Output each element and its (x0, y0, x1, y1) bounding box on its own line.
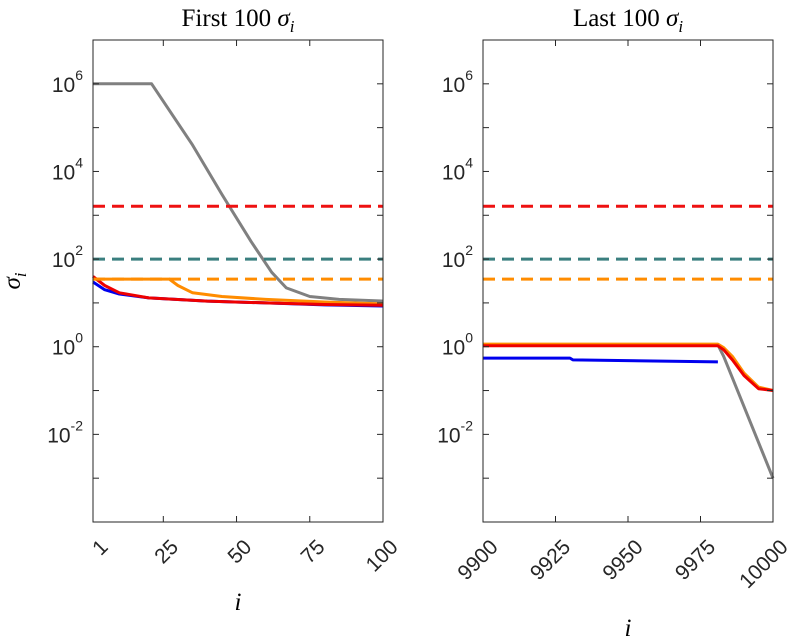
y-tick-label: 104 (442, 154, 473, 184)
y-tick-label: 100 (52, 330, 83, 360)
series-gray (93, 82, 384, 303)
series-red (483, 344, 774, 392)
series-group (92, 82, 384, 308)
chart-title: First 100 σi (182, 5, 295, 36)
y-tick-label: 10-2 (47, 417, 83, 447)
series-blue (483, 356, 718, 364)
series-red (92, 275, 384, 307)
chart-title: Last 100 σi (573, 5, 683, 36)
y-tick-label: 100 (442, 330, 473, 360)
y-tick-label: 102 (442, 242, 473, 272)
y-tick-label: 106 (442, 67, 473, 97)
y-axis-label: σi (0, 272, 30, 289)
axes-box (92, 39, 384, 523)
y-tick-label: 10-2 (437, 417, 473, 447)
x-axis-label: i (235, 589, 242, 616)
y-tick-label: 102 (52, 242, 83, 272)
y-tick-label: 104 (52, 154, 83, 184)
y-tick-label: 106 (52, 67, 83, 97)
series-group (483, 204, 775, 479)
x-axis-label: i (625, 615, 632, 642)
